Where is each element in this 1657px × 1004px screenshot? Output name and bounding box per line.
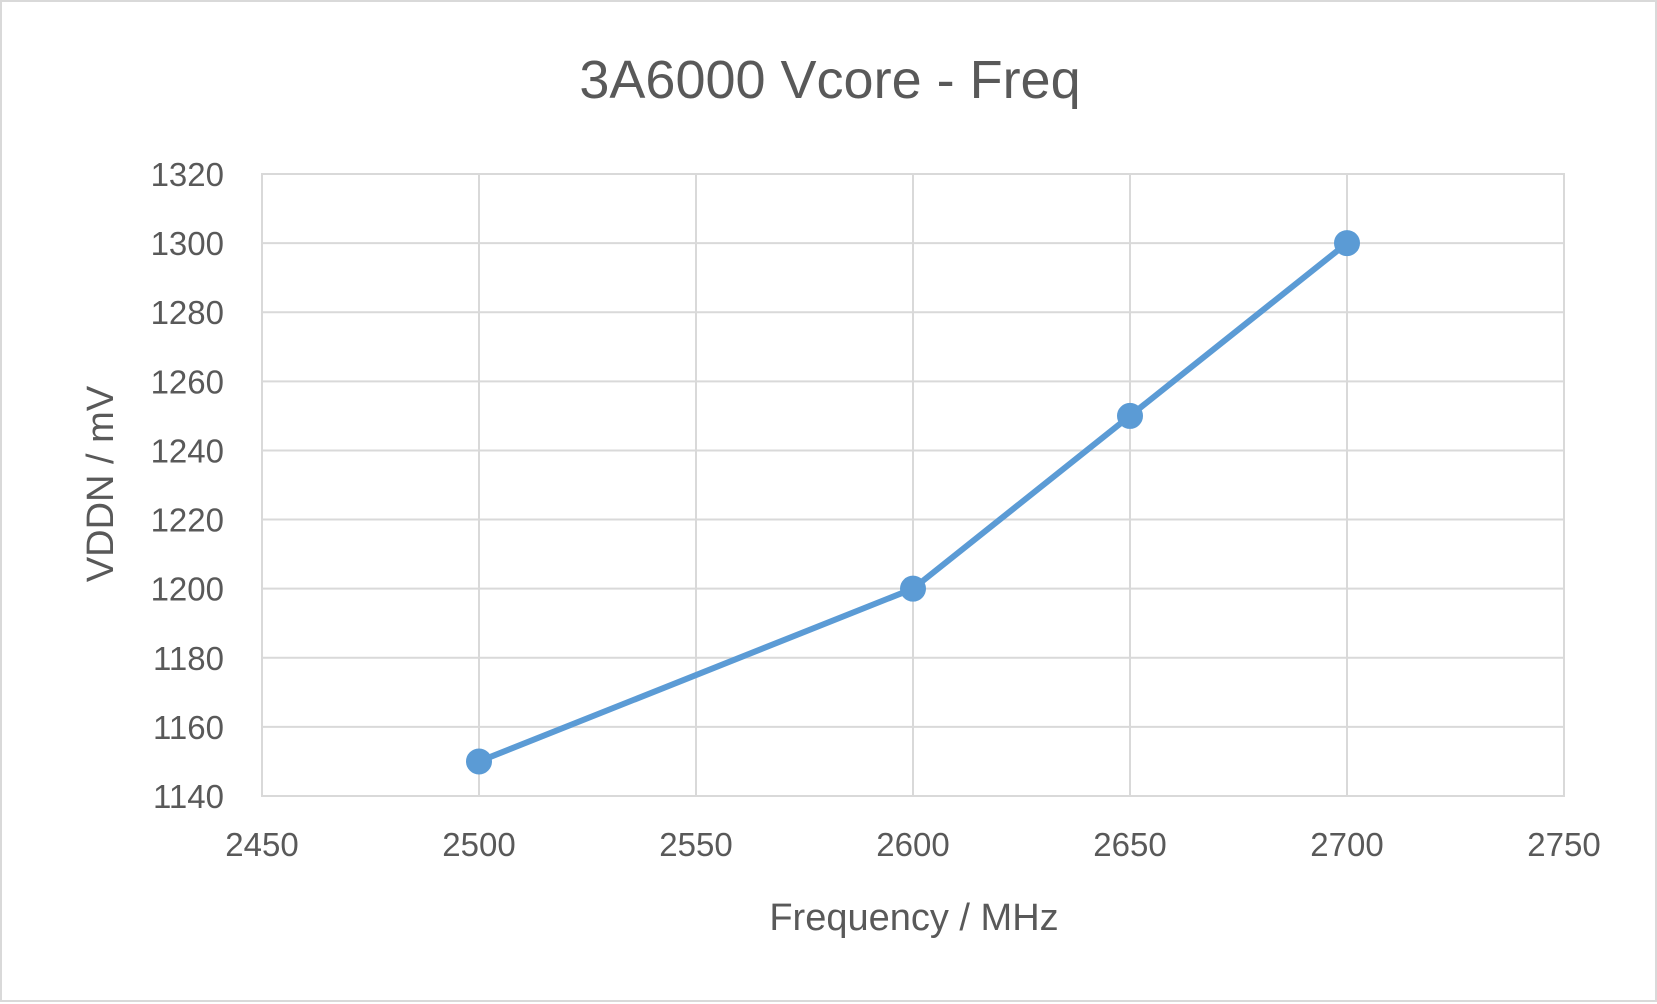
y-tick-label-1220: 1220	[151, 502, 224, 539]
x-axis-label: Frequency / MHz	[769, 897, 1058, 939]
x-tick-label-2550: 2550	[659, 826, 732, 863]
y-tick-label-1320: 1320	[151, 156, 224, 193]
x-gridlines	[261, 174, 1565, 796]
y-tick-label-1280: 1280	[151, 294, 224, 331]
x-tick-label-2700: 2700	[1310, 826, 1383, 863]
x-tick-label-2500: 2500	[442, 826, 515, 863]
y-tick-label-1260: 1260	[151, 363, 224, 400]
y-tick-labels: 1140 1160 1180 1200 1220 1240 1260 1280 1300 1320	[151, 156, 224, 815]
data-point-2600	[900, 575, 926, 602]
y-tick-label-1160: 1160	[153, 709, 224, 746]
y-axis-label: VDDN / mV	[80, 385, 122, 582]
y-tick-label-1300: 1300	[151, 225, 224, 262]
y-tick-label-1200: 1200	[151, 571, 224, 608]
data-point-2650	[1117, 402, 1143, 429]
y-tick-label-1180: 1180	[153, 640, 224, 677]
plot-area-border	[261, 173, 1565, 797]
x-tick-label-2600: 2600	[876, 826, 949, 863]
data-point-2700	[1334, 230, 1360, 257]
chart-title: 3A6000 Vcore - Freq	[579, 50, 1080, 110]
x-tick-label-2450: 2450	[225, 826, 298, 863]
data-point-2500	[466, 748, 492, 775]
x-tick-labels: 2450 2500 2550 2600 2650 2700 2750	[225, 826, 1600, 863]
series-line-0	[476, 240, 1350, 765]
series-lines	[476, 240, 1350, 765]
x-tick-label-2650: 2650	[1093, 826, 1166, 863]
series-markers	[466, 230, 1360, 775]
y-tick-label-1240: 1240	[151, 432, 224, 469]
x-tick-label-2750: 2750	[1527, 826, 1600, 863]
y-tick-label-1140: 1140	[153, 778, 224, 815]
